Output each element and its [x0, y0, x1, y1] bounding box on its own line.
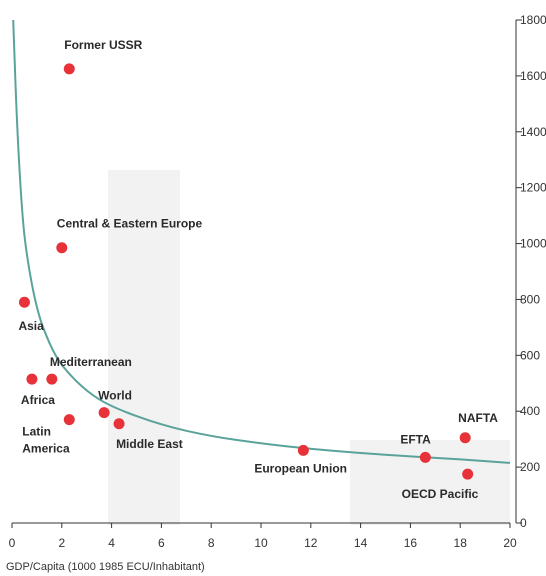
y-tick-label: 800	[520, 292, 540, 306]
point-label: EFTA	[400, 432, 431, 446]
x-tick-label: 0	[9, 536, 16, 550]
point-label: Latin America	[22, 425, 70, 456]
y-tick-label: 0	[520, 516, 527, 530]
x-tick-label: 10	[254, 536, 268, 550]
x-tick-label: 4	[108, 536, 115, 550]
y-tick-label: 1600	[520, 69, 546, 83]
data-point	[297, 444, 309, 456]
x-tick-label: 18	[454, 536, 468, 550]
y-tick-label: 1400	[520, 125, 546, 139]
x-tick-label: 20	[503, 536, 517, 550]
x-tick-label: 6	[158, 536, 165, 550]
point-label: World	[98, 389, 132, 403]
y-tick-label: 400	[520, 404, 540, 418]
y-tick-label: 600	[520, 348, 540, 362]
x-tick-label: 12	[304, 536, 318, 550]
y-tick-label: 1800	[520, 13, 546, 27]
point-label: Middle East	[116, 437, 183, 451]
point-label: Former USSR	[64, 38, 142, 52]
data-point	[462, 468, 474, 480]
background-panel	[108, 170, 180, 525]
data-point	[113, 418, 125, 430]
point-label: Mediterranean	[50, 355, 132, 369]
data-point	[98, 407, 110, 419]
point-label: NAFTA	[458, 411, 498, 425]
y-tick-label: 200	[520, 460, 540, 474]
data-point	[459, 432, 471, 444]
x-tick-label: 8	[208, 536, 215, 550]
point-label: Central & Eastern Europe	[57, 217, 203, 231]
background-panel	[350, 440, 510, 525]
x-tick-label: 16	[404, 536, 418, 550]
point-label: OECD Pacific	[402, 487, 479, 501]
trend-curve	[12, 19, 511, 464]
data-point	[419, 451, 431, 463]
data-point	[63, 414, 75, 426]
x-axis: 0 2 4 6 8 10 12 14 16 18 20 GDP/Capita (1000 1985 …	[6, 522, 517, 573]
data-point	[63, 63, 75, 75]
y-tick-label: 1200	[520, 181, 546, 195]
x-tick-label: 14	[354, 536, 368, 550]
y-tick-label: 1000	[520, 237, 546, 251]
data-point	[46, 373, 58, 385]
point-label: Africa	[21, 393, 55, 407]
x-axis-title: GDP/Capita (1000 1985 ECU/Inhabitant)	[6, 561, 205, 573]
data-point	[26, 373, 38, 385]
data-point	[56, 242, 68, 254]
y-axis: 0 200 400 600 800 1000 1200 1400 1600 1800	[515, 13, 546, 530]
point-label: European Union	[254, 461, 347, 475]
x-tick-label: 2	[58, 536, 65, 550]
point-label: Asia	[18, 319, 44, 333]
data-point	[18, 296, 30, 308]
